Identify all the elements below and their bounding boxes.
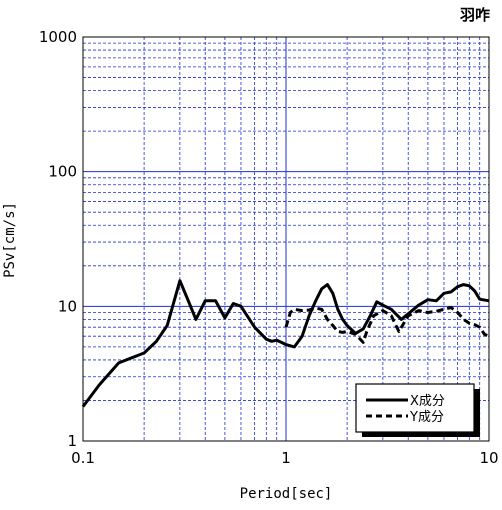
series-x-line	[81, 279, 490, 408]
x-axis-label: Period[sec]	[240, 486, 333, 502]
plot-frame	[82, 36, 490, 442]
legend-label-x: X成分	[410, 394, 445, 409]
legend: X成分 Y成分	[355, 383, 480, 437]
grid	[83, 37, 489, 441]
y-tick-label: 1000	[39, 28, 77, 46]
series-y-line	[284, 306, 490, 344]
legend-box	[355, 383, 475, 433]
chart-title: 羽咋	[460, 6, 490, 24]
x-tick-label: 1	[281, 449, 291, 467]
y-tick-label: 10	[58, 297, 77, 315]
y-tick-label: 100	[48, 163, 77, 181]
series	[81, 279, 490, 408]
y-axis-label: PSv[cm/s]	[2, 202, 18, 278]
x-tick-label: 0.1	[71, 449, 95, 467]
y-tick-label: 1	[67, 432, 77, 450]
legend-label-y: Y成分	[409, 410, 444, 425]
x-tick-label: 10	[479, 449, 498, 467]
